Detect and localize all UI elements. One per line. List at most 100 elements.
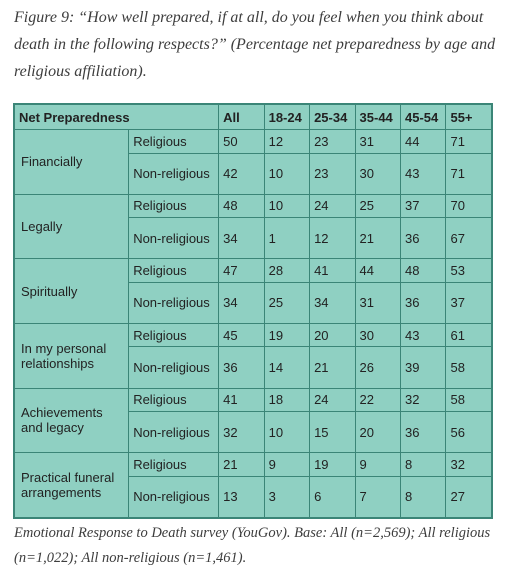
table-row: Practical funeral arrangements Religious 2… (13, 452, 492, 518)
preparedness-table: Net Preparedness All 18-24 25-34 35-44 4… (13, 103, 493, 519)
value-cell: 26 (354, 346, 402, 389)
value-cell: 21 (354, 217, 402, 260)
value-cell: 43 (399, 152, 447, 195)
value-cell: 30 (354, 152, 402, 195)
value-cell: 15 (309, 411, 356, 454)
header-35-44: 35-44 (354, 104, 402, 130)
value-cell: 1 (263, 217, 311, 260)
value-cell: 23 (309, 129, 356, 154)
affiliation-religious: Religious (128, 452, 220, 477)
value-cell: 37 (399, 193, 447, 219)
value-cell: 34 (218, 217, 265, 260)
category-label: Financially (13, 129, 130, 195)
value-cell: 9 (354, 452, 402, 477)
value-cell: 30 (354, 322, 402, 348)
value-cell: 20 (309, 322, 356, 348)
affiliation-religious: Religious (128, 322, 220, 348)
value-cell: 43 (399, 322, 447, 348)
source-note: Emotional Response to Death survey (YouG… (14, 525, 491, 566)
value-cell: 67 (445, 217, 492, 260)
value-cell: 10 (263, 411, 311, 454)
value-cell: 8 (399, 452, 447, 477)
table-row: Non-religious 36 14 21 26 39 58 (15, 346, 492, 389)
value-cell: 28 (263, 258, 311, 283)
table-header-row: Net Preparedness All 18-24 25-34 35-44 4… (13, 104, 492, 130)
value-cell: 70 (445, 193, 492, 219)
value-cell: 23 (309, 152, 356, 195)
value-cell: 24 (309, 387, 356, 413)
value-cell: 61 (445, 322, 492, 348)
value-cell: 42 (218, 152, 265, 195)
value-cell: 71 (445, 129, 492, 154)
category-label: Achievements and legacy (13, 387, 130, 454)
value-cell: 58 (445, 346, 492, 389)
value-cell: 32 (218, 411, 265, 454)
table-row: In my personal relationships Religious 45 1… (13, 322, 492, 389)
value-cell: 39 (399, 346, 447, 389)
value-cell: 36 (399, 411, 447, 454)
value-cell: 48 (218, 193, 265, 219)
category-label: Spiritually (13, 258, 130, 324)
value-cell: 19 (263, 322, 311, 348)
value-cell: 3 (263, 475, 311, 519)
value-cell: 21 (309, 346, 356, 389)
header-45-54: 45-54 (399, 104, 447, 130)
header-25-34: 25-34 (309, 104, 356, 130)
value-cell: 24 (309, 193, 356, 219)
value-cell: 31 (354, 281, 402, 324)
value-cell: 41 (218, 387, 265, 413)
value-cell: 21 (218, 452, 265, 477)
value-cell: 22 (354, 387, 402, 413)
value-cell: 41 (309, 258, 356, 283)
value-cell: 19 (309, 452, 356, 477)
value-cell: 6 (309, 475, 356, 519)
affiliation-religious: Religious (128, 258, 220, 283)
header-55-plus: 55+ (445, 104, 492, 130)
value-cell: 36 (399, 217, 447, 260)
value-cell: 48 (399, 258, 447, 283)
affiliation-non-religious: Non-religious (128, 281, 220, 324)
affiliation-non-religious: Non-religious (128, 217, 220, 260)
affiliation-religious: Religious (128, 193, 220, 219)
value-cell: 25 (354, 193, 402, 219)
table-row: Non-religious 34 25 34 31 36 37 (15, 281, 492, 324)
table-row: Non-religious 32 10 15 20 36 56 (15, 411, 492, 454)
table-row: Legally Religious 48 10 24 25 37 70 (13, 193, 492, 260)
table-row: Non-religious 34 1 12 21 36 67 (15, 217, 492, 260)
value-cell: 36 (218, 346, 265, 389)
value-cell: 47 (218, 258, 265, 283)
affiliation-religious: Religious (128, 129, 220, 154)
category-label: In my personal relationships (13, 322, 130, 389)
value-cell: 25 (263, 281, 311, 324)
value-cell: 50 (218, 129, 265, 154)
affiliation-non-religious: Non-religious (128, 346, 220, 389)
value-cell: 12 (263, 129, 311, 154)
value-cell: 36 (399, 281, 447, 324)
value-cell: 10 (263, 152, 311, 195)
value-cell: 58 (445, 387, 492, 413)
table-row: Spiritually Religious 47 28 41 44 48 53 (13, 258, 492, 324)
category-label: Practical funeral arrangements (13, 452, 130, 518)
figure-caption: Figure 9: “How well prepared, if at all,… (14, 9, 496, 80)
table-row: Non-religious 13 3 6 7 8 27 (15, 475, 492, 519)
affiliation-non-religious: Non-religious (128, 475, 220, 519)
value-cell: 71 (445, 152, 492, 195)
table-row: Financially Religious 50 12 23 31 44 71 (13, 129, 492, 195)
value-cell: 53 (445, 258, 492, 283)
affiliation-non-religious: Non-religious (128, 411, 220, 454)
table-row: Achievements and legacy Religious 41 18 24 22… (13, 387, 492, 454)
value-cell: 44 (399, 129, 447, 154)
table-row: Non-religious 42 10 23 30 43 71 (15, 152, 492, 195)
affiliation-non-religious: Non-religious (128, 152, 220, 195)
header-all: All (218, 104, 265, 130)
value-cell: 18 (263, 387, 311, 413)
value-cell: 44 (354, 258, 402, 283)
value-cell: 14 (263, 346, 311, 389)
header-18-24: 18-24 (263, 104, 311, 130)
value-cell: 9 (263, 452, 311, 477)
value-cell: 32 (399, 387, 447, 413)
category-label: Legally (13, 193, 130, 260)
value-cell: 12 (309, 217, 356, 260)
value-cell: 27 (445, 475, 492, 519)
header-net-preparedness: Net Preparedness (13, 104, 220, 130)
